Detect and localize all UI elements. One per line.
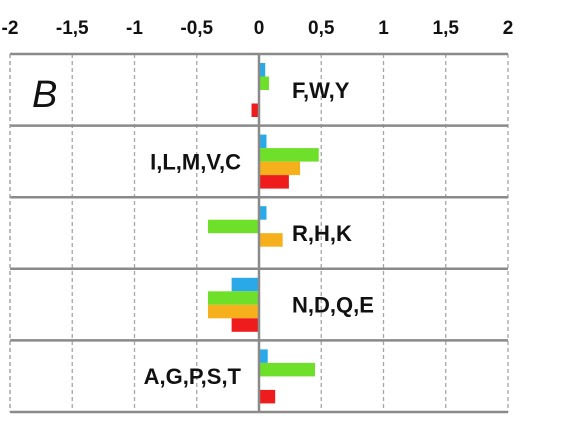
x-tick-label: 0,5 [308,18,335,39]
x-tick-labels: -2 -1,5 -1 -0,5 0 0,5 1 1,5 2 [2,18,514,39]
x-tick-label: -1,5 [56,18,89,39]
bar [251,103,259,117]
x-tick-label: -0,5 [180,18,213,39]
bar [207,304,259,319]
bar [259,206,267,220]
bar [259,63,266,77]
bar [231,277,259,292]
x-tick-label: 1 [378,18,389,39]
bars [207,63,319,404]
category-label: I,L,M,V,C [150,149,241,174]
bar [259,233,283,247]
x-tick-label: -1 [126,18,143,39]
bar [259,148,319,162]
category-labels: F,W,Y I,L,M,V,C R,H,K N,D,Q,E A,G,P,S,T [144,78,374,389]
category-label: F,W,Y [292,78,350,103]
bar [259,76,269,90]
bar [259,161,301,176]
x-tick-label: 1,5 [433,18,460,39]
bar [231,318,259,332]
bar [259,389,276,404]
category-label: R,H,K [292,221,352,246]
x-tick-label: -2 [2,18,19,39]
bar [259,362,316,377]
bar [259,134,267,149]
bar [259,349,268,363]
bar [207,219,259,234]
category-label: A,G,P,S,T [144,364,242,389]
bar [259,175,289,189]
x-tick-label: 0 [254,18,265,39]
panel-label: B [32,74,57,116]
bar [207,291,259,305]
x-tick-label: 2 [503,18,514,39]
category-label: N,D,Q,E [292,293,374,318]
